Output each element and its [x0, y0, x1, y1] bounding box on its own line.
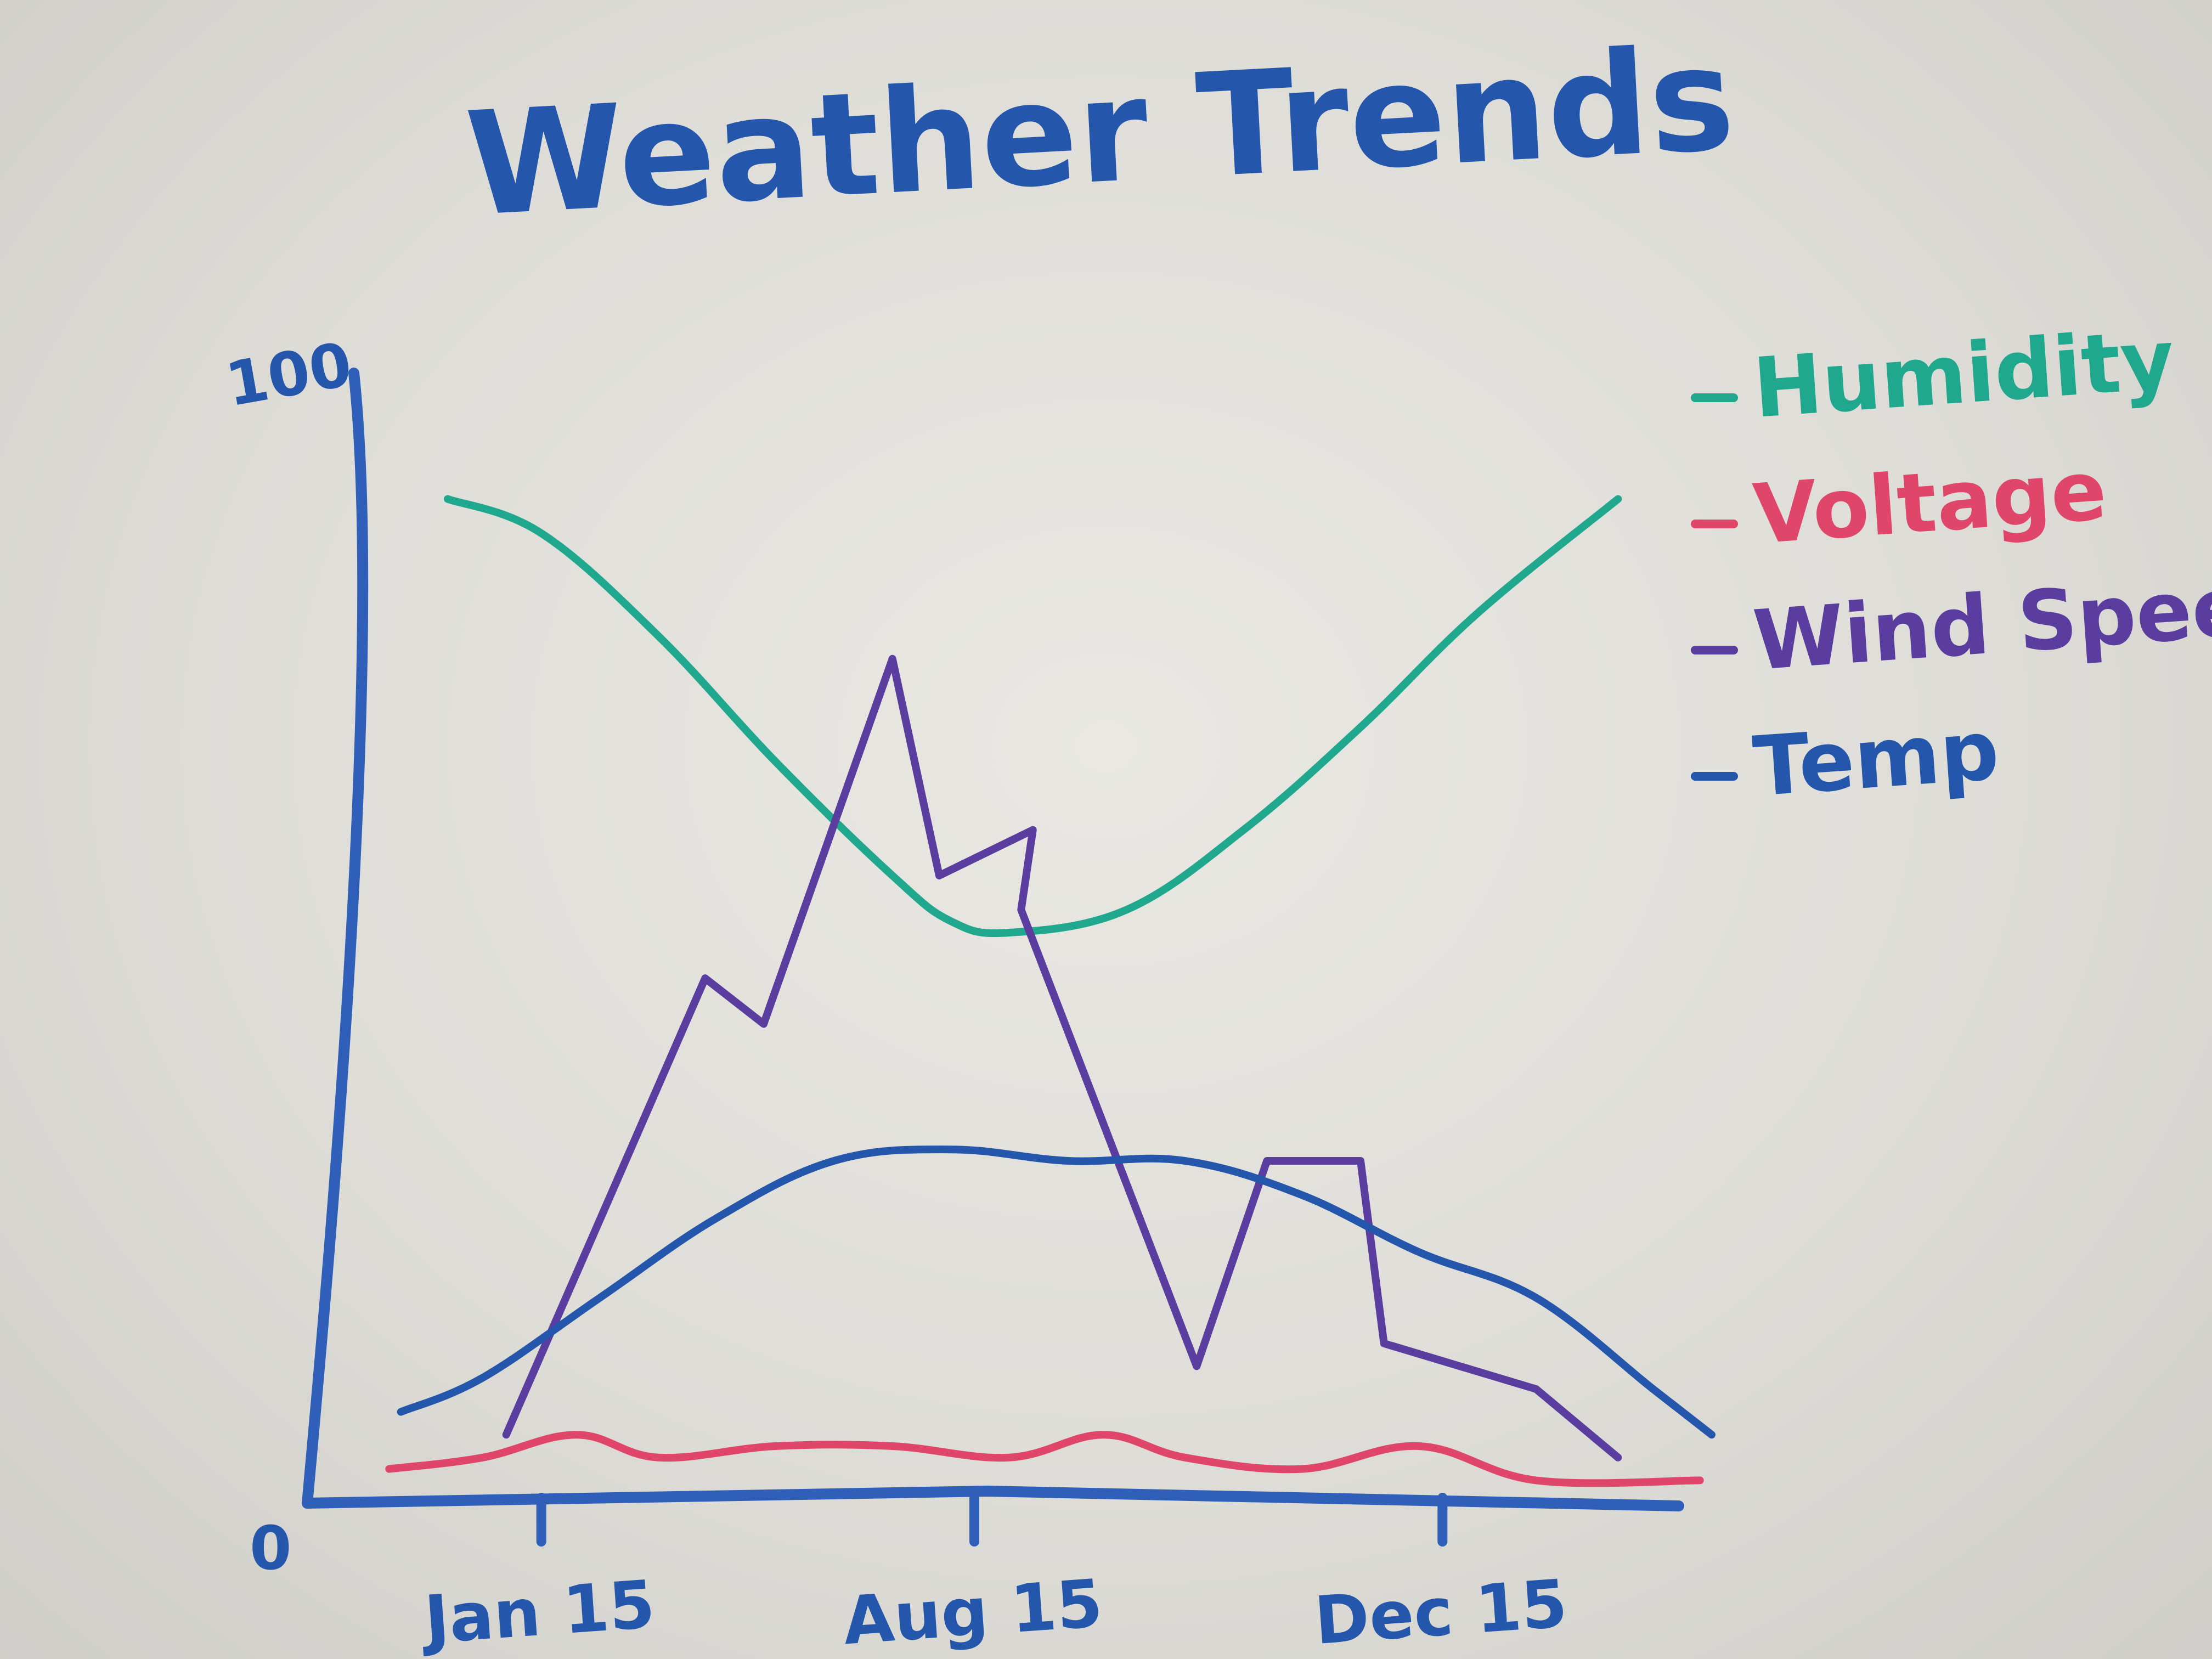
legend-label: Humidity — [1750, 312, 2177, 437]
legend-label: Voltage — [1750, 443, 2109, 563]
y-tick-label-min: 0 — [250, 1513, 292, 1583]
y-axis-line — [302, 368, 369, 1509]
x-tick-label: Jan 15 — [419, 1567, 657, 1659]
x-axis-ticks: Jan 15 Aug 15 Dec 15 — [419, 1493, 1570, 1659]
series-lines — [385, 495, 1716, 1487]
x-tick-label: Aug 15 — [840, 1566, 1105, 1659]
x-axis-line — [302, 1485, 1684, 1511]
legend-label: Wind Speed — [1750, 555, 2212, 689]
series-line-wind-speed — [502, 654, 1622, 1462]
series-line-temp — [397, 1146, 1716, 1439]
series-line-voltage — [385, 1431, 1704, 1487]
chart-title: Weather Trends — [462, 16, 1738, 249]
y-tick-label-max: 100 — [221, 329, 357, 420]
x-tick-label: Dec 15 — [1312, 1566, 1570, 1659]
series-line-humidity — [444, 495, 1622, 938]
legend-label: Temp — [1750, 703, 2002, 815]
